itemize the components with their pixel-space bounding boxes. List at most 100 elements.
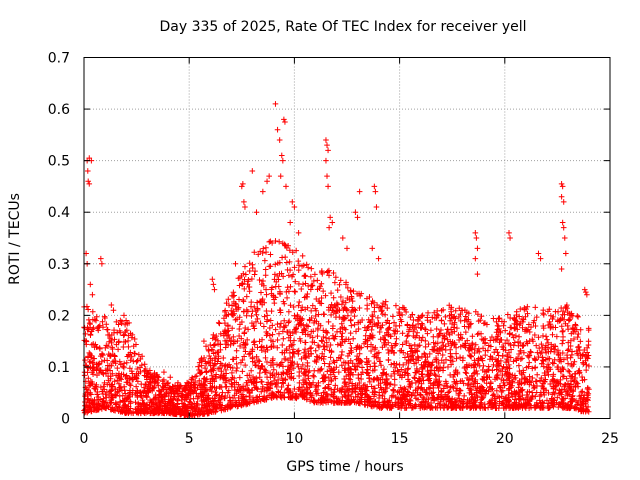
y-tick-label: 0.2: [48, 308, 70, 324]
data-point: [206, 348, 212, 354]
data-point: [97, 345, 103, 351]
data-point: [400, 330, 406, 336]
y-tick-label: 0.7: [48, 51, 70, 67]
data-point: [375, 315, 381, 321]
data-point: [555, 309, 561, 315]
data-point: [212, 287, 218, 293]
data-point: [287, 220, 293, 226]
y-tick-label: 0.1: [48, 360, 70, 376]
data-point: [121, 313, 127, 319]
data-point: [247, 268, 253, 274]
data-point: [323, 137, 329, 143]
data-point: [262, 314, 268, 320]
data-point: [128, 383, 134, 389]
data-point: [369, 246, 375, 252]
data-point: [111, 307, 117, 313]
data-point: [284, 329, 290, 335]
data-point: [308, 345, 314, 351]
data-point: [85, 178, 91, 184]
data-point: [338, 278, 344, 284]
data-point: [330, 323, 336, 329]
data-point: [279, 255, 285, 261]
data-point: [263, 267, 269, 273]
data-point: [428, 327, 434, 333]
data-point: [206, 353, 212, 359]
data-point: [195, 364, 201, 370]
x-axis-label: GPS time / hours: [286, 459, 403, 475]
data-point: [278, 321, 284, 327]
data-point: [377, 329, 383, 335]
data-point: [225, 332, 231, 338]
data-point: [277, 137, 283, 143]
data-point: [567, 316, 573, 322]
data-point: [291, 338, 297, 344]
data-point: [335, 287, 341, 293]
data-point: [292, 289, 298, 295]
data-point: [386, 357, 392, 363]
data-point: [559, 323, 565, 329]
data-point: [514, 309, 520, 315]
data-point: [582, 287, 588, 293]
data-point: [357, 189, 363, 195]
data-point: [552, 391, 558, 397]
data-point: [242, 325, 248, 331]
data-point: [464, 404, 470, 410]
data-point: [561, 199, 567, 205]
data-point: [242, 329, 248, 335]
data-point: [264, 178, 270, 184]
gridlines: [84, 58, 610, 419]
data-point: [328, 355, 334, 361]
data-point: [339, 334, 345, 340]
data-point: [324, 142, 330, 148]
data-point: [345, 353, 351, 359]
data-point: [405, 322, 411, 328]
data-point: [339, 352, 345, 358]
data-point: [473, 230, 479, 236]
data-point: [506, 230, 512, 236]
plot-frame: [84, 58, 610, 419]
data-point: [326, 319, 332, 325]
data-point: [528, 349, 534, 355]
data-point: [295, 258, 301, 264]
data-point: [518, 356, 524, 362]
data-point: [221, 355, 227, 361]
data-point: [475, 246, 481, 252]
data-point: [311, 368, 317, 374]
y-tick-label: 0.4: [48, 205, 70, 221]
data-point: [231, 289, 237, 295]
data-point: [372, 184, 378, 190]
data-points: [81, 101, 591, 418]
data-point: [551, 361, 557, 367]
data-point: [128, 357, 134, 363]
data-point: [115, 365, 121, 371]
data-point: [216, 320, 222, 326]
data-point: [281, 336, 287, 342]
data-point: [284, 295, 290, 301]
data-point: [393, 303, 399, 309]
data-point: [258, 345, 264, 351]
data-point: [237, 375, 243, 381]
data-point: [331, 295, 337, 301]
data-point: [583, 289, 589, 295]
data-point: [98, 256, 104, 262]
data-point: [526, 360, 532, 366]
data-point: [260, 278, 266, 284]
data-point: [273, 101, 279, 107]
data-point: [302, 372, 308, 378]
data-point: [340, 235, 346, 241]
data-point: [305, 363, 311, 369]
data-point: [211, 282, 217, 288]
data-point: [328, 290, 334, 296]
data-point: [258, 320, 264, 326]
data-point: [286, 273, 292, 279]
data-point: [488, 381, 494, 387]
data-point: [516, 363, 522, 369]
data-point: [278, 173, 284, 179]
data-point: [434, 326, 440, 332]
data-point: [453, 351, 459, 357]
data-point: [87, 321, 93, 327]
data-point: [530, 375, 536, 381]
data-point: [560, 329, 566, 335]
data-point: [233, 261, 239, 267]
data-point: [251, 400, 257, 406]
